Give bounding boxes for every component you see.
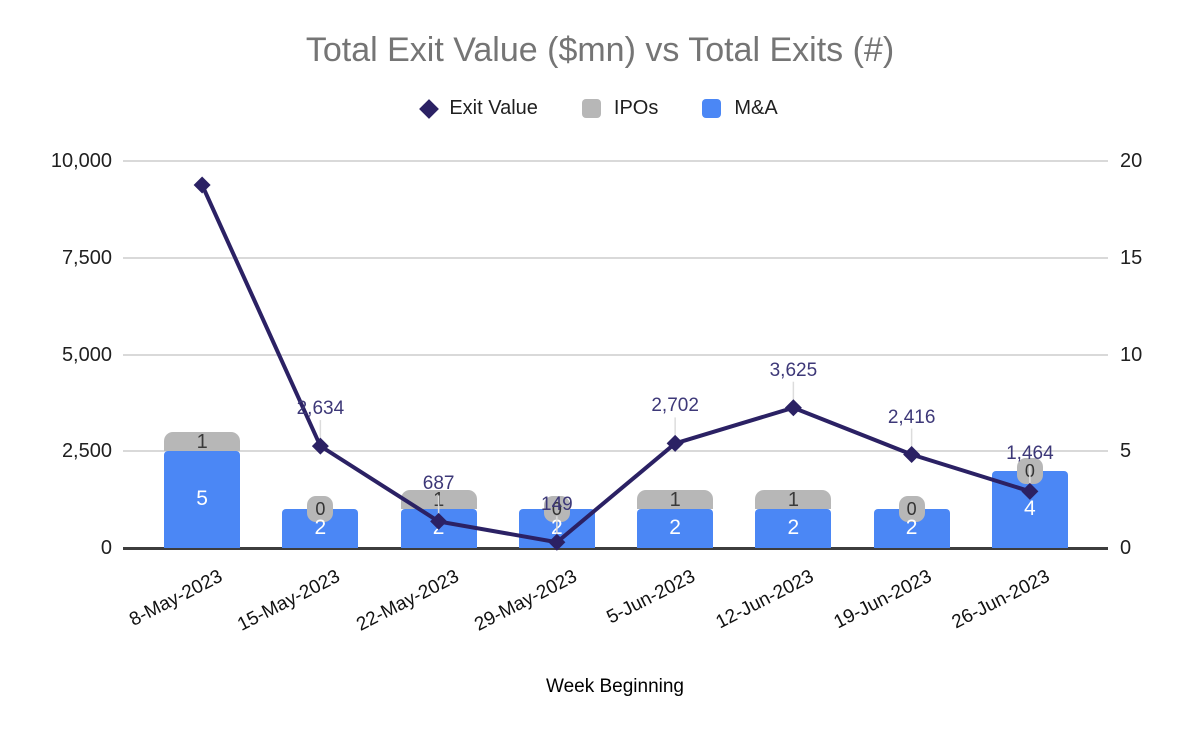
x-axis-title: Week Beginning	[545, 676, 685, 697]
y-axis-right-tick-label: 15	[1120, 246, 1143, 269]
y-axis-left-tick-label: 5,000	[61, 343, 112, 366]
chart-title: Total Exit Value ($mn) vs Total Exits (#…	[305, 31, 895, 69]
bar-label-mna: 2	[314, 515, 327, 539]
gridline	[123, 160, 1108, 162]
exit-value-point[interactable]	[548, 533, 566, 551]
bar-mna[interactable]	[637, 509, 714, 548]
gridline	[123, 353, 1108, 356]
line-value-label: 2,634	[296, 398, 345, 420]
line-value-label: 1,464	[1006, 443, 1054, 465]
exit-value-point[interactable]	[784, 399, 802, 417]
bar-ipo[interactable]	[637, 490, 714, 509]
bar-mna[interactable]	[755, 509, 832, 548]
bar-label-mna: 2	[787, 515, 800, 539]
y-axis-left-tick-label: 0	[100, 537, 112, 559]
bar-label-mna: 2	[905, 515, 918, 539]
series-swatch-icon	[581, 99, 601, 118]
bar-label-mna: 4	[1024, 496, 1036, 520]
gridline	[123, 450, 1108, 453]
bar-ipo[interactable]	[164, 432, 241, 451]
legend-item-exit-value[interactable]: Exit Value	[419, 97, 538, 120]
y-axis-left-tick-label: 10,000	[50, 150, 112, 172]
exit-value-point[interactable]	[903, 446, 921, 464]
y-axis-right-tick-label: 10	[1120, 343, 1143, 366]
legend-label: Exit Value	[449, 97, 538, 119]
exit-value-line	[200, 184, 1031, 545]
exit-value-point[interactable]	[430, 512, 448, 530]
bar-ipo-zero-pill[interactable]: 0	[307, 496, 334, 522]
y-axis-right-tick-label: 5	[1120, 440, 1132, 463]
y-axis-right-tick-label: 0	[1120, 537, 1132, 559]
line-value-label: 2,416	[887, 406, 936, 428]
line-value-label: 149	[541, 494, 573, 516]
exit-value-point[interactable]	[666, 434, 684, 452]
line-value-label: 3,625	[769, 359, 818, 381]
legend: Exit Value IPOs M&A	[0, 97, 1200, 120]
legend-label: IPOs	[613, 97, 659, 119]
line-value-label: 2,702	[651, 395, 699, 417]
exit-value-point[interactable]	[193, 176, 211, 194]
bar-ipo[interactable]	[755, 490, 832, 509]
y-axis-left-tick-label: 7,500	[61, 246, 112, 269]
exit-value-point[interactable]	[1021, 482, 1039, 500]
x-axis-baseline	[123, 547, 1108, 550]
series-swatch-icon	[702, 99, 722, 118]
legend-item-ipos[interactable]: IPOs	[581, 97, 659, 120]
bar-label-ipo: 1	[196, 430, 208, 453]
y-axis-right-tick-label: 20	[1120, 150, 1143, 172]
y-axis-left-tick-label: 2,500	[61, 440, 112, 463]
bar-label-ipo: 1	[669, 488, 681, 511]
bar-mna[interactable]	[164, 451, 241, 548]
exit-value-point[interactable]	[311, 437, 329, 455]
bar-label-mna: 2	[669, 515, 681, 539]
gridline	[123, 256, 1108, 259]
line-value-label: 687	[422, 473, 455, 495]
bar-label-mna: 5	[196, 486, 208, 510]
legend-item-m-a[interactable]: M&A	[702, 97, 778, 120]
legend-label: M&A	[734, 97, 778, 119]
bar-label-ipo: 1	[787, 488, 799, 511]
bar-ipo-zero-pill[interactable]: 0	[898, 496, 925, 522]
